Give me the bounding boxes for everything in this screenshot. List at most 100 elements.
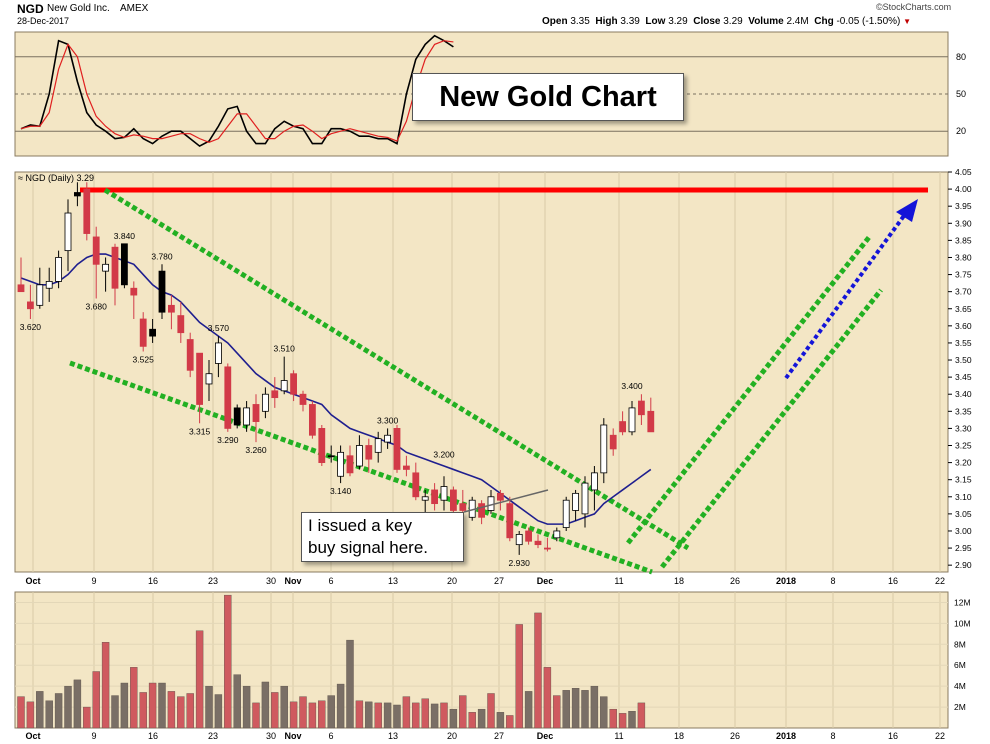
volume-bar <box>36 691 44 729</box>
candle-body <box>562 499 570 528</box>
price-tick-label: 3.65 <box>955 304 972 314</box>
volume-bar <box>553 695 561 729</box>
x-axis-label: 13 <box>388 731 398 741</box>
price-label: 3.300 <box>377 415 399 425</box>
candle-body <box>572 492 579 511</box>
volume-bar <box>336 683 345 729</box>
volume-tick-label: 4M <box>954 681 966 691</box>
volume-bar <box>449 708 458 729</box>
price-label: 2.930 <box>509 558 531 568</box>
volume-bar <box>64 685 72 729</box>
volume-bar <box>158 682 166 729</box>
chart-title-annotation: New Gold Chart <box>412 73 684 121</box>
volume-bar <box>477 708 486 729</box>
volume-bar <box>252 702 260 729</box>
volume-tick-label: 12M <box>954 597 971 607</box>
x-axis-label: 16 <box>888 731 898 741</box>
volume-bar <box>242 685 251 729</box>
candle-body <box>365 445 373 460</box>
volume-bar <box>383 702 392 729</box>
candle-body <box>111 246 119 289</box>
candle-body <box>36 284 44 306</box>
stoch-line-pct-K <box>20 34 454 148</box>
volume-bar <box>515 624 523 729</box>
volume-bar <box>224 594 232 729</box>
volume-bar <box>111 695 119 729</box>
volume-bar <box>45 700 53 729</box>
candle-body <box>374 438 382 453</box>
x-axis-label: 26 <box>730 576 740 586</box>
volume-bar <box>280 685 288 729</box>
chart-date: 28-Dec-2017 <box>17 16 70 26</box>
volume-bar <box>374 702 382 729</box>
x-axis-label: 2018 <box>776 576 796 586</box>
volume-bar <box>205 685 213 729</box>
price-tick-label: 3.20 <box>955 458 972 468</box>
candle-body <box>290 373 298 395</box>
volume-bar <box>355 700 364 729</box>
candle-body <box>647 410 655 433</box>
volume-bar <box>562 690 570 729</box>
volume-bar <box>365 701 373 729</box>
price-tick-label: 3.75 <box>955 270 972 280</box>
candle-body <box>544 547 551 550</box>
price-tick-label: 3.15 <box>955 475 972 485</box>
x-axis-label: 11 <box>614 576 623 586</box>
candle-body <box>478 503 486 518</box>
volume-bar <box>177 696 185 729</box>
candle-body <box>337 451 345 477</box>
x-axis-label: 13 <box>388 576 398 586</box>
candle-body <box>55 257 62 282</box>
volume-bar <box>139 692 147 729</box>
volume-tick-label: 10M <box>954 618 971 628</box>
stoch-tick-label: 80 <box>956 52 966 62</box>
x-axis-label: 30 <box>266 576 276 586</box>
price-tick-label: 2.90 <box>955 560 972 570</box>
candle-body <box>233 407 241 426</box>
price-tick-label: 4.05 <box>955 167 972 177</box>
price-tick-label: 3.90 <box>955 218 972 228</box>
volume-bar <box>261 681 270 729</box>
volume-bar <box>440 702 448 729</box>
candle-body <box>619 421 626 433</box>
volume-bar <box>628 711 636 729</box>
candle-body <box>421 496 429 501</box>
note-line-1: I issued a key <box>308 516 412 535</box>
candle-body <box>431 489 439 505</box>
volume-bar <box>600 696 608 729</box>
price-tick-label: 3.05 <box>955 509 972 519</box>
candle-body <box>412 472 420 498</box>
volume-bar <box>73 679 82 729</box>
price-tick-label: 3.25 <box>955 441 972 451</box>
channel-upper-line <box>103 187 690 551</box>
price-tick-label: 3.10 <box>955 492 972 502</box>
volume-bar <box>346 639 354 729</box>
candle-body <box>393 428 401 470</box>
candle-body <box>459 503 467 511</box>
volume-bar <box>524 691 533 729</box>
price-tick-label: 3.60 <box>955 321 972 331</box>
candle-body <box>318 428 326 463</box>
uptrend-upper-line <box>626 234 872 545</box>
volume-bar <box>459 695 467 729</box>
candle-body <box>280 380 288 392</box>
candle-body <box>214 342 222 364</box>
price-tick-label: 3.35 <box>955 406 972 416</box>
x-axis-label: 23 <box>208 576 218 586</box>
buy-signal-annotation: I issued a key buy signal here. <box>301 512 464 562</box>
forecast-arrow-line <box>784 211 908 380</box>
candle-body <box>534 540 542 546</box>
candle-body <box>261 393 269 412</box>
volume-bar <box>233 674 241 729</box>
volume-bar <box>299 696 307 729</box>
candle-body <box>205 373 213 385</box>
volume-bar <box>581 690 589 729</box>
uptrend-lower-line <box>660 288 883 569</box>
candle-body <box>525 530 532 542</box>
price-label: 3.620 <box>20 322 42 332</box>
x-axis-label: 6 <box>328 576 333 586</box>
candle-body <box>130 287 138 296</box>
volume-bar <box>130 667 138 729</box>
candle-body <box>243 407 251 426</box>
price-tick-label: 3.95 <box>955 201 972 211</box>
